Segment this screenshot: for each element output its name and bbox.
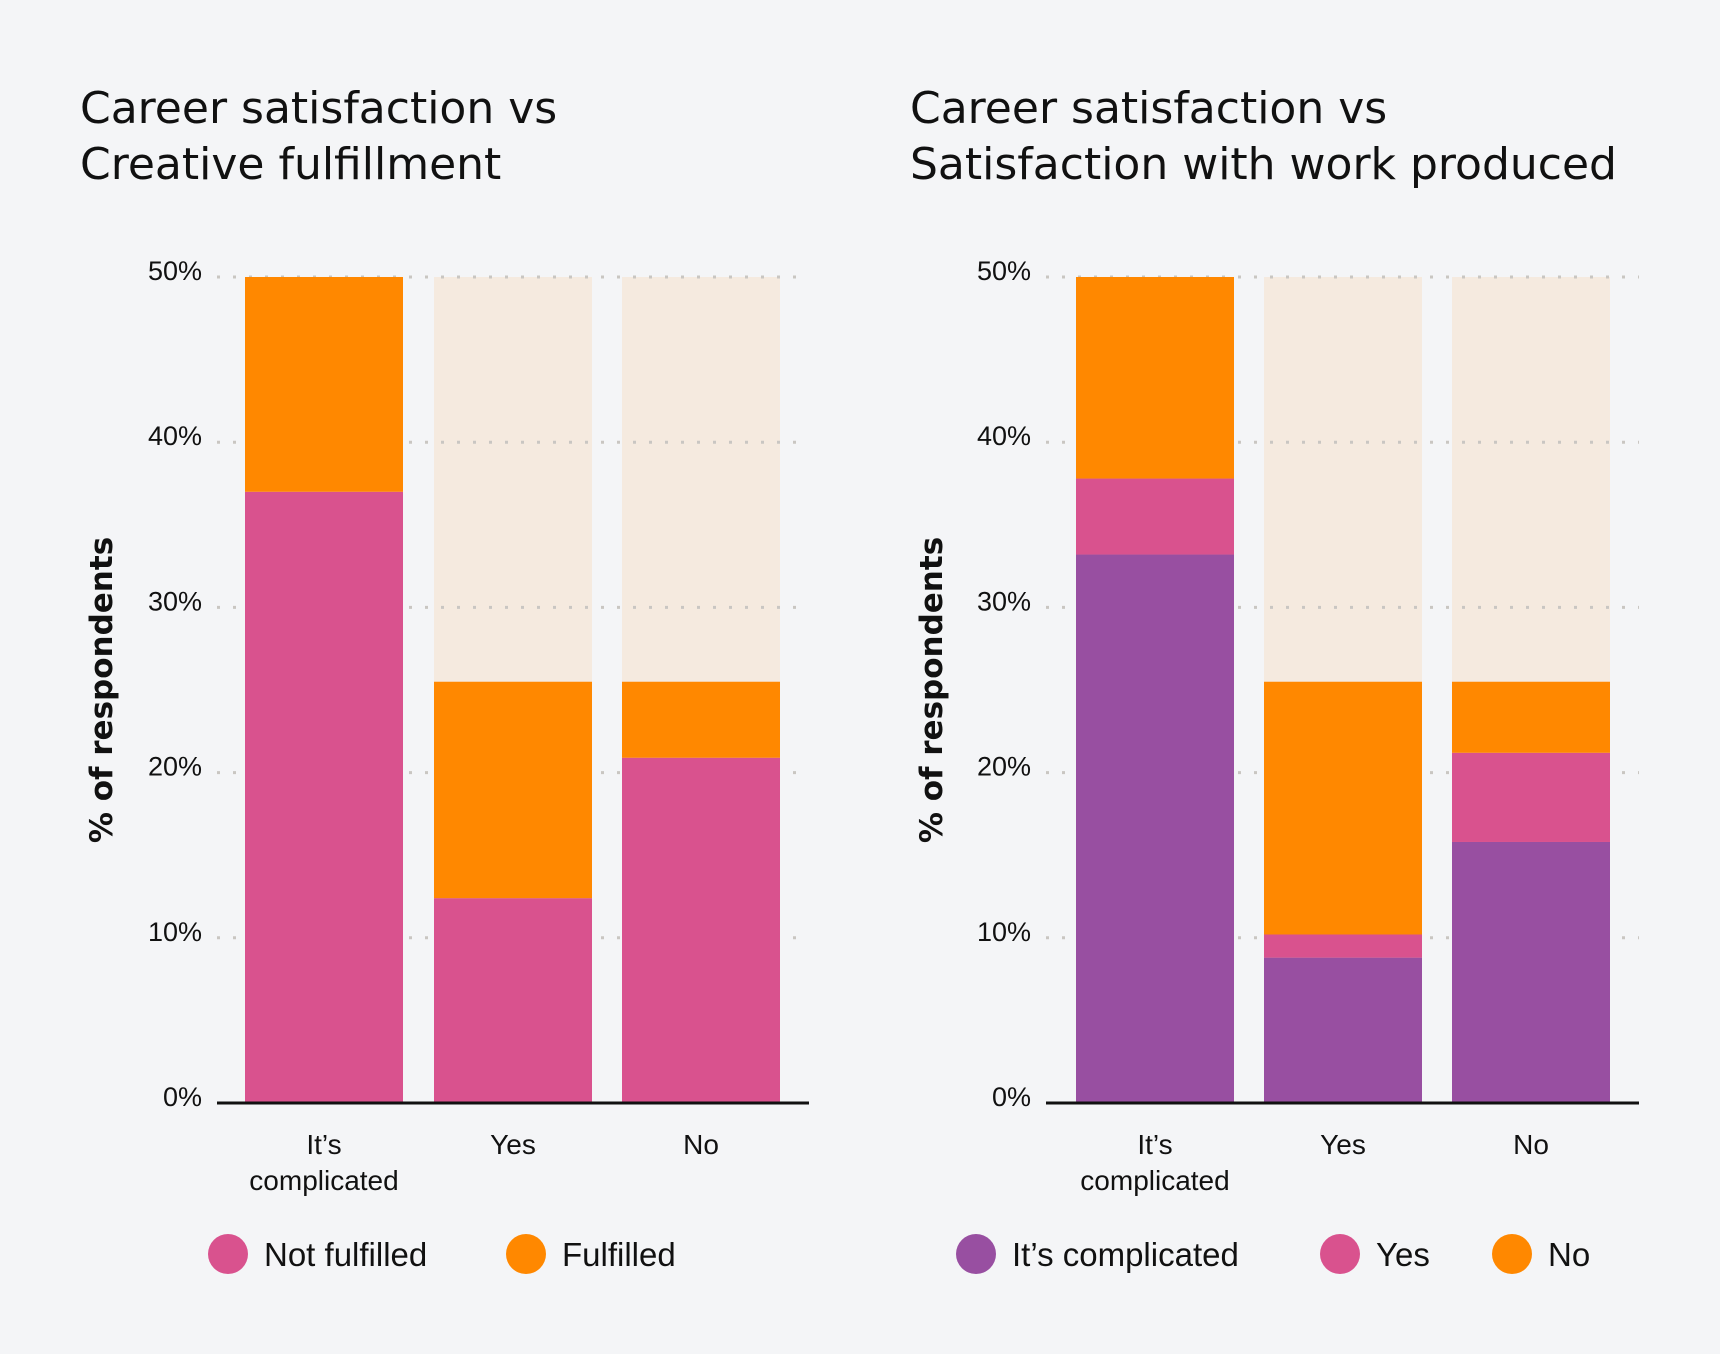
chart-title: Career satisfaction vs — [80, 83, 557, 134]
x-tick-label: Yes — [1320, 1129, 1366, 1160]
legend-label: Yes — [1376, 1236, 1430, 1273]
legend-label: Fulfilled — [562, 1236, 676, 1273]
bar-1-2 — [622, 681, 780, 758]
bar-0-1 — [434, 898, 592, 1103]
legend-label: No — [1548, 1236, 1590, 1273]
bar-2-0 — [1076, 277, 1234, 479]
y-tick-label: 50% — [148, 256, 202, 286]
x-tick-label: It’s — [306, 1129, 341, 1160]
y-tick-label: 30% — [977, 586, 1031, 616]
bar-0-2 — [1452, 841, 1610, 1103]
y-tick-label: 40% — [148, 421, 202, 451]
y-axis-label: % of respondents — [914, 537, 950, 843]
chart-title: Satisfaction with work produced — [910, 139, 1617, 190]
x-tick-label: No — [683, 1129, 719, 1160]
y-tick-label: 40% — [977, 421, 1031, 451]
bar-0-2 — [622, 757, 780, 1103]
legend-label: It’s complicated — [1012, 1236, 1239, 1273]
bar-0-0 — [245, 491, 403, 1103]
x-tick-label: It’s — [1137, 1129, 1172, 1160]
x-tick-label: Yes — [490, 1129, 536, 1160]
bar-1-1 — [434, 681, 592, 899]
y-tick-label: 0% — [163, 1082, 202, 1112]
y-tick-label: 20% — [148, 752, 202, 782]
legend-swatch — [1492, 1234, 1532, 1274]
bar-0-0 — [1076, 554, 1234, 1103]
legend-swatch — [1320, 1234, 1360, 1274]
bar-2-2 — [1452, 681, 1610, 753]
bar-1-0 — [1076, 478, 1234, 555]
chart-title: Creative fulfillment — [80, 139, 501, 190]
y-tick-label: 20% — [977, 752, 1031, 782]
bar-1-0 — [245, 277, 403, 492]
legend-swatch — [956, 1234, 996, 1274]
bar-1-2 — [1452, 752, 1610, 842]
x-tick-label: complicated — [1080, 1165, 1229, 1196]
legend-swatch — [506, 1234, 546, 1274]
legend-swatch — [208, 1234, 248, 1274]
y-axis-label: % of respondents — [84, 537, 120, 843]
y-tick-label: 30% — [148, 586, 202, 616]
y-tick-label: 50% — [977, 256, 1031, 286]
legend-label: Not fulfilled — [264, 1236, 427, 1273]
y-tick-label: 10% — [148, 917, 202, 947]
bar-0-1 — [1264, 957, 1422, 1103]
x-tick-label: complicated — [249, 1165, 398, 1196]
bar-2-1 — [1264, 681, 1422, 935]
y-tick-label: 0% — [992, 1082, 1031, 1112]
x-tick-label: No — [1513, 1129, 1549, 1160]
bar-1-1 — [1264, 934, 1422, 958]
chart-title: Career satisfaction vs — [910, 83, 1387, 134]
y-tick-label: 10% — [977, 917, 1031, 947]
